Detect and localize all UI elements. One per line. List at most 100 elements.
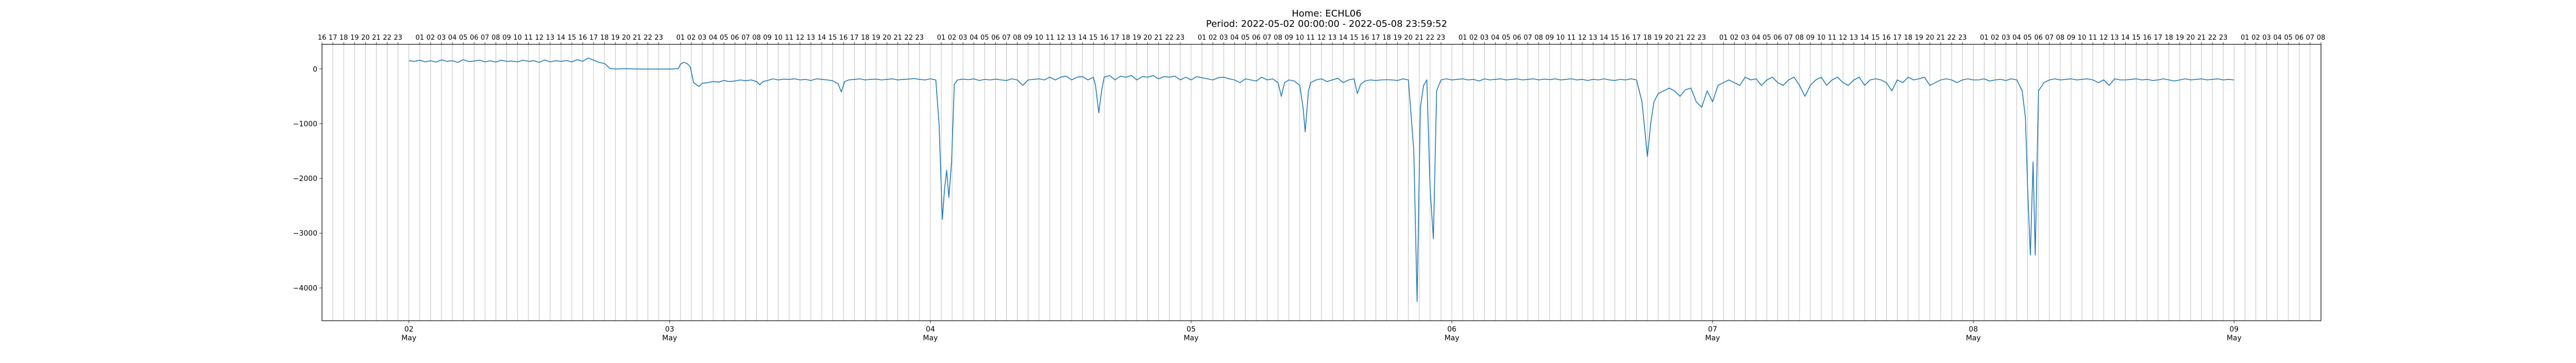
hour-tick-label: 11 — [1307, 34, 1315, 42]
hour-tick-label: 21 — [372, 34, 381, 42]
hour-tick-label: 04 — [1491, 34, 1500, 42]
hour-tick-label: 08 — [2056, 34, 2065, 42]
hour-tick-label: 16 — [1621, 34, 1630, 42]
hour-tick-label: 13 — [1328, 34, 1337, 42]
hour-tick-label: 06 — [1513, 34, 1521, 42]
hour-tick-label: 02 — [687, 34, 696, 42]
hour-tick-label: 07 — [2045, 34, 2054, 42]
hour-tick-label: 09 — [1546, 34, 1554, 42]
hour-tick-label: 13 — [546, 34, 555, 42]
date-tick-label: 02 — [404, 325, 414, 334]
hour-tick-label: 01 — [416, 34, 425, 42]
date-tick-label: 03 — [665, 325, 674, 334]
hour-tick-label: 21 — [1415, 34, 1424, 42]
hour-tick-label: 14 — [1339, 34, 1348, 42]
hour-tick-label: 19 — [1132, 34, 1141, 42]
chart-subtitle: Period: 2022-05-02 00:00:00 - 2022-05-08… — [1206, 19, 1447, 29]
hour-tick-label: 07 — [1784, 34, 1793, 42]
hour-tick-label: 19 — [872, 34, 880, 42]
hour-tick-label: 11 — [1567, 34, 1576, 42]
hour-tick-label: 16 — [1882, 34, 1891, 42]
hour-tick-label: 04 — [1752, 34, 1760, 42]
plot-frame — [321, 44, 2321, 321]
hour-tick-label: 07 — [1002, 34, 1011, 42]
hour-tick-label: 23 — [2219, 34, 2228, 42]
hour-tick-label: 07 — [481, 34, 489, 42]
hour-tick-label: 12 — [1057, 34, 1065, 42]
hour-tick-label: 18 — [1643, 34, 1652, 42]
hour-tick-label: 13 — [1589, 34, 1598, 42]
hour-tick-label: 14 — [2121, 34, 2130, 42]
hour-tick-label: 02 — [948, 34, 957, 42]
top-hour-labels: 16 17 18 19 20 21 22 23 01 02 03 04 05 06 07 08 09 10 11 12… — [318, 34, 2326, 44]
hour-tick-label: 04 — [1230, 34, 1239, 42]
hour-tick-label: 04 — [448, 34, 457, 42]
hour-tick-label: 08 — [1795, 34, 1804, 42]
hour-tick-label: 20 — [1143, 34, 1152, 42]
hour-tick-label: 21 — [893, 34, 902, 42]
series-layer — [409, 57, 2234, 302]
hour-tick-label: 06 — [470, 34, 479, 42]
y-axis: 0 −1000 −2000 −3000 −4000 — [293, 65, 322, 292]
date-tick-label: 07 — [1708, 325, 1717, 334]
hour-tick-label: 16 — [839, 34, 848, 42]
hour-tick-label: 20 — [1404, 34, 1413, 42]
date-tick-label: 05 — [1187, 325, 1196, 334]
hour-tick-label: 23 — [1698, 34, 1706, 42]
y-tick-label: 0 — [313, 65, 317, 74]
hour-tick-label: 05 — [2284, 34, 2293, 42]
hour-tick-label: 14 — [1600, 34, 1608, 42]
hour-tick-label: 05 — [980, 34, 989, 42]
hour-tick-label: 04 — [970, 34, 978, 42]
hour-tick-label: 10 — [513, 34, 522, 42]
grid-layer — [321, 44, 2321, 321]
hour-tick-label: 18 — [2165, 34, 2174, 42]
chart-title: Home: ECHL06 — [1292, 8, 1361, 19]
hour-tick-label: 12 — [1317, 34, 1326, 42]
series-line — [409, 57, 2234, 302]
date-tick-label: 04 — [926, 325, 935, 334]
hour-tick-label: 17 — [850, 34, 859, 42]
hour-tick-label: 07 — [2306, 34, 2315, 42]
y-tick-label: −3000 — [293, 229, 317, 238]
hour-tick-label: 09 — [1806, 34, 1815, 42]
hour-tick-label: 17 — [1632, 34, 1641, 42]
hour-tick-label: 15 — [1611, 34, 1619, 42]
month-tick-label: May — [1183, 334, 1198, 342]
hour-tick-label: 05 — [1762, 34, 1771, 42]
hour-tick-label: 08 — [1274, 34, 1282, 42]
hour-tick-label: 19 — [1654, 34, 1663, 42]
hour-tick-label: 06 — [1252, 34, 1261, 42]
hour-tick-label: 20 — [622, 34, 631, 42]
hour-tick-label: 17 — [1893, 34, 1902, 42]
hour-tick-label: 08 — [2317, 34, 2326, 42]
month-tick-label: May — [1445, 334, 1460, 342]
hour-tick-label: 03 — [1480, 34, 1489, 42]
hour-tick-label: 02 — [1469, 34, 1478, 42]
hour-tick-label: 01 — [1980, 34, 1989, 42]
hour-tick-label: 17 — [2154, 34, 2162, 42]
hour-tick-label: 08 — [752, 34, 761, 42]
hour-tick-label: 04 — [709, 34, 718, 42]
hour-tick-label: 19 — [1915, 34, 1924, 42]
hour-tick-label: 03 — [698, 34, 707, 42]
hour-tick-label: 18 — [600, 34, 609, 42]
hour-tick-label: 16 — [1100, 34, 1109, 42]
hour-tick-label: 22 — [904, 34, 913, 42]
hour-tick-label: 18 — [1904, 34, 1912, 42]
hour-tick-label: 01 — [676, 34, 685, 42]
hour-tick-label: 19 — [2176, 34, 2184, 42]
hour-tick-label: 16 — [318, 34, 327, 42]
hour-tick-label: 05 — [1241, 34, 1250, 42]
hour-tick-label: 13 — [1850, 34, 1858, 42]
date-tick-label: 08 — [1969, 325, 1978, 334]
hour-tick-label: 05 — [2023, 34, 2032, 42]
hour-tick-label: 19 — [350, 34, 359, 42]
hour-tick-label: 16 — [2143, 34, 2151, 42]
hour-tick-label: 05 — [459, 34, 468, 42]
hour-tick-label: 08 — [1534, 34, 1543, 42]
hour-tick-label: 13 — [1067, 34, 1076, 42]
